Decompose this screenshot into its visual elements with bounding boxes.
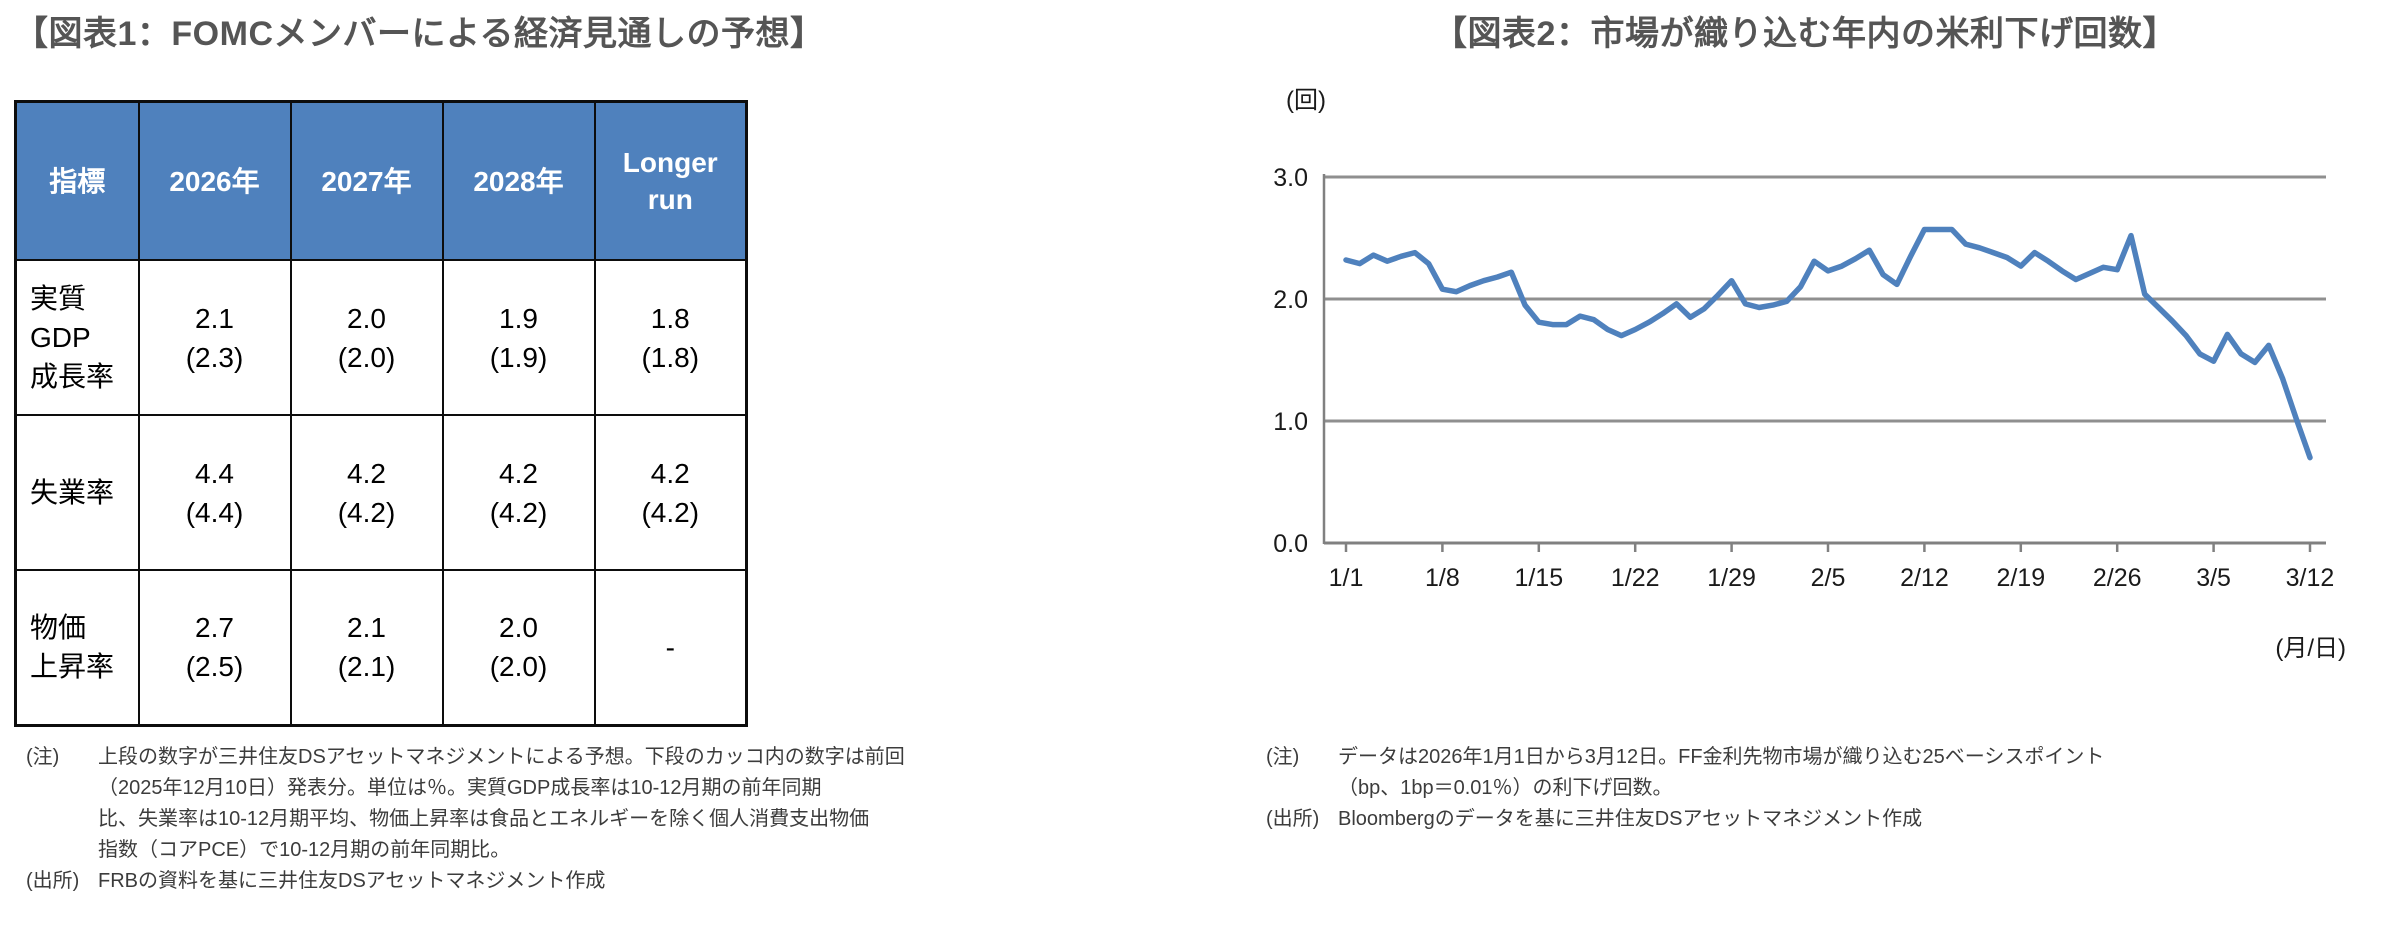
- col-header-2027: 2027年: [289, 100, 444, 261]
- note-label: (注): [1266, 746, 1300, 768]
- col-header-2026: 2026年: [137, 100, 292, 261]
- y-tick-label: 0.0: [1273, 530, 1308, 558]
- table-cell: -: [593, 569, 748, 726]
- figure2-title: 【図表2：市場が織り込む年内の米利下げ回数】: [1433, 15, 2177, 53]
- table-cell: 4.2 (4.2): [593, 414, 748, 571]
- y-tick-label: 2.0: [1273, 286, 1308, 314]
- y-tick-label: 3.0: [1273, 164, 1308, 192]
- x-tick-label: 1/8: [1425, 564, 1460, 592]
- y-tick-label: 1.0: [1273, 408, 1308, 436]
- figure1-title: 【図表1：FOMCメンバーによる経済見通しの予想】: [14, 15, 825, 53]
- table-cell: 2.0 (2.0): [441, 569, 596, 726]
- figure2-note: (注) データは2026年1月1日から3月12日。FF金利先物市場が織り込む25…: [1266, 742, 2376, 804]
- figure2-chart: 0.0 1.0 2.0 3.0 1/1 1/8 1/15 1/22 1/29 2/5 2/12 2/1…: [1273, 87, 2346, 662]
- x-tick-label: 2/5: [1811, 564, 1846, 592]
- y-unit-label: (回): [1286, 87, 1326, 114]
- table-cell: 2.0 (2.0): [289, 259, 444, 416]
- table-row-gdp: 実質GDP 成長率 2.1 (2.3) 2.0 (2.0) 1.9 (1.9) …: [14, 259, 748, 416]
- figure2-notes: (注) データは2026年1月1日から3月12日。FF金利先物市場が織り込む25…: [1266, 742, 2376, 835]
- col-header-2028: 2028年: [441, 100, 596, 261]
- table-cell: 4.4 (4.4): [137, 414, 292, 571]
- table-cell: 2.1 (2.1): [289, 569, 444, 726]
- x-tick-label: 1/15: [1514, 564, 1563, 592]
- x-tick-label: 3/12: [2286, 564, 2335, 592]
- x-tick-label: 1/22: [1611, 564, 1660, 592]
- x-tick-label: 2/12: [1900, 564, 1949, 592]
- row-label-inflation: 物価 上昇率: [14, 569, 140, 726]
- col-header-longer-run: Longer run: [593, 100, 748, 261]
- table-cell: 2.7 (2.5): [137, 569, 292, 726]
- figure1-notes: (注) 上段の数字が三井住友DSアセットマネジメントによる予想。下段のカッコ内の…: [26, 742, 926, 897]
- x-tick-label: 2/26: [2093, 564, 2142, 592]
- x-tick-label: 1/1: [1329, 564, 1364, 592]
- figure1-note: (注) 上段の数字が三井住友DSアセットマネジメントによる予想。下段のカッコ内の…: [26, 742, 926, 866]
- table-cell: 1.9 (1.9): [441, 259, 596, 416]
- note-text: データは2026年1月1日から3月12日。FF金利先物市場が織り込む25ベーシス…: [1338, 746, 2105, 799]
- x-tick-label: 3/5: [2196, 564, 2231, 592]
- fomc-forecast-table: 指標 2026年 2027年 2028年 Longer run 実質GDP 成長…: [14, 100, 748, 727]
- x-unit-label: (月/日): [2275, 635, 2346, 662]
- row-label-gdp: 実質GDP 成長率: [14, 259, 140, 416]
- table-row-inflation: 物価 上昇率 2.7 (2.5) 2.1 (2.1) 2.0 (2.0) -: [14, 569, 748, 726]
- table-cell: 4.2 (4.2): [289, 414, 444, 571]
- table-cell: 1.8 (1.8): [593, 259, 748, 416]
- x-tick-label: 1/29: [1707, 564, 1756, 592]
- figure2-source: (出所) Bloombergのデータを基に三井住友DSアセットマネジメント作成: [1266, 804, 2376, 835]
- col-header-indicator: 指標: [14, 100, 140, 261]
- table-header-row: 指標 2026年 2027年 2028年 Longer run: [14, 100, 748, 261]
- source-text: FRBの資料を基に三井住友DSアセットマネジメント作成: [98, 870, 606, 892]
- source-label: (出所): [1266, 808, 1320, 830]
- table-cell: 2.1 (2.3): [137, 259, 292, 416]
- rate-line: [1343, 226, 2313, 461]
- source-label: (出所): [26, 870, 80, 892]
- x-tick-label: 2/19: [1996, 564, 2045, 592]
- note-text: 上段の数字が三井住友DSアセットマネジメントによる予想。下段のカッコ内の数字は前…: [98, 746, 905, 861]
- figure1-source: (出所) FRBの資料を基に三井住友DSアセットマネジメント作成: [26, 866, 926, 897]
- table-cell: 4.2 (4.2): [441, 414, 596, 571]
- table-row-unemployment: 失業率 4.4 (4.4) 4.2 (4.2) 4.2 (4.2) 4.2 (4…: [14, 414, 748, 571]
- row-label-unemployment: 失業率: [14, 414, 140, 571]
- source-text: Bloombergのデータを基に三井住友DSアセットマネジメント作成: [1338, 808, 1923, 830]
- note-label: (注): [26, 746, 60, 768]
